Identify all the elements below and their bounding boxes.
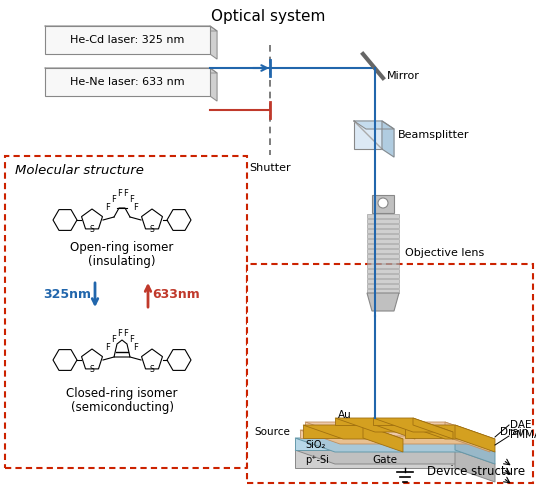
Bar [367, 224, 399, 228]
Polygon shape [363, 425, 403, 452]
Polygon shape [305, 422, 485, 436]
Text: Optical system: Optical system [211, 8, 325, 23]
Circle shape [378, 198, 388, 208]
Text: F: F [117, 329, 122, 339]
Text: 633nm: 633nm [152, 288, 200, 302]
Text: F: F [117, 189, 122, 199]
Bar [367, 214, 399, 218]
Polygon shape [210, 26, 217, 59]
Bar [367, 268, 399, 273]
Text: Device structure: Device structure [427, 465, 525, 478]
Text: (semiconducting): (semiconducting) [71, 402, 174, 414]
Polygon shape [405, 425, 455, 438]
Polygon shape [455, 450, 495, 482]
Polygon shape [450, 430, 490, 452]
Polygon shape [382, 121, 394, 157]
Bar [372, 195, 394, 213]
Bar [367, 228, 399, 233]
Text: Objective lens: Objective lens [405, 248, 484, 258]
Text: He-Ne laser: 633 nm: He-Ne laser: 633 nm [70, 77, 185, 87]
Polygon shape [335, 418, 415, 432]
Polygon shape [375, 418, 415, 439]
Text: F: F [124, 189, 129, 199]
Text: F: F [106, 343, 110, 351]
Text: He-Cd laser: 325 nm: He-Cd laser: 325 nm [70, 35, 185, 45]
Polygon shape [413, 418, 453, 439]
Text: Gate: Gate [373, 455, 398, 465]
Polygon shape [295, 438, 455, 450]
Text: S: S [90, 225, 94, 234]
Polygon shape [300, 430, 490, 444]
Bar [367, 253, 399, 258]
Polygon shape [335, 418, 375, 425]
Bar [45, 68, 210, 96]
Text: 325nm: 325nm [43, 288, 91, 302]
Polygon shape [45, 26, 217, 31]
Polygon shape [445, 422, 485, 444]
Bar [367, 219, 399, 223]
Bar [5, 156, 247, 468]
Text: Source: Source [254, 427, 290, 437]
Polygon shape [295, 450, 495, 464]
Text: p⁺-Si: p⁺-Si [305, 455, 329, 465]
Polygon shape [373, 418, 413, 425]
Polygon shape [303, 425, 403, 439]
Text: F: F [130, 336, 135, 345]
Polygon shape [455, 438, 495, 464]
Text: F: F [133, 203, 138, 211]
Text: PMMA: PMMA [510, 430, 536, 440]
Text: Drain: Drain [500, 427, 528, 437]
Bar [367, 248, 399, 253]
Polygon shape [300, 430, 450, 438]
Text: S: S [150, 365, 154, 374]
Polygon shape [295, 438, 495, 452]
Polygon shape [45, 68, 217, 73]
Text: F: F [124, 329, 129, 339]
Bar [45, 26, 210, 54]
Polygon shape [210, 68, 217, 101]
Bar [367, 288, 399, 293]
Text: F: F [111, 196, 116, 204]
Text: Open-ring isomer: Open-ring isomer [70, 242, 174, 255]
Text: Mirror: Mirror [387, 71, 420, 81]
Text: (insulating): (insulating) [88, 256, 156, 268]
Text: Au: Au [338, 410, 352, 420]
Bar [367, 239, 399, 243]
Bar [367, 259, 399, 263]
Polygon shape [405, 425, 495, 439]
Bar [367, 233, 399, 238]
Text: DAE: DAE [510, 420, 532, 430]
Bar [367, 264, 399, 268]
Polygon shape [373, 418, 453, 432]
Text: Molecular structure: Molecular structure [16, 163, 144, 177]
Text: SiO₂: SiO₂ [305, 440, 325, 450]
Text: F: F [106, 203, 110, 211]
Bar [367, 284, 399, 288]
Polygon shape [303, 425, 363, 438]
Text: S: S [150, 225, 154, 234]
Text: F: F [133, 343, 138, 351]
Bar [367, 273, 399, 278]
Text: Shutter: Shutter [249, 163, 291, 173]
Polygon shape [354, 121, 394, 129]
Polygon shape [455, 425, 495, 452]
Polygon shape [295, 450, 455, 468]
Bar [354, 121, 382, 149]
Bar [367, 244, 399, 248]
Text: Closed-ring isomer: Closed-ring isomer [66, 386, 178, 400]
Text: Beamsplitter: Beamsplitter [398, 130, 470, 140]
Polygon shape [367, 293, 399, 311]
Bar [367, 279, 399, 283]
Text: F: F [130, 196, 135, 204]
Text: F: F [111, 336, 116, 345]
Text: S: S [90, 365, 94, 374]
Bar [247, 264, 533, 483]
Polygon shape [305, 422, 445, 430]
